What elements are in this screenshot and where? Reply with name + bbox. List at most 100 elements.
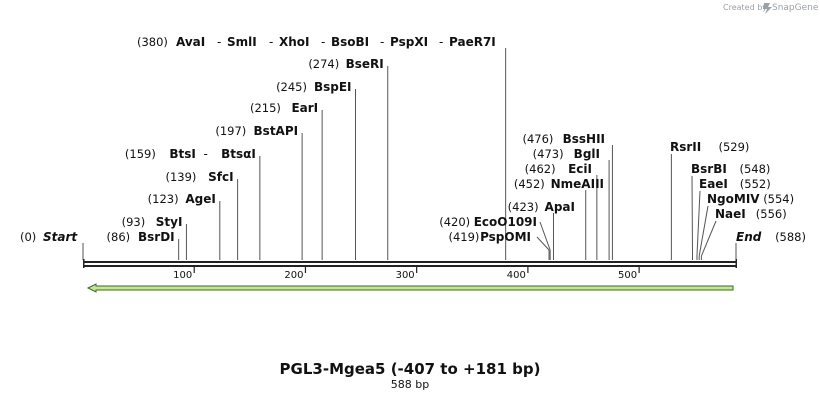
site-name: BglI	[574, 147, 600, 161]
site-position: (529)	[719, 140, 750, 154]
cut-site-group[interactable]: (380) AvaI - SmlI - XhoI - BsoBI - PspXI - PaeR7I	[137, 35, 496, 49]
site-position: (86)	[107, 230, 131, 244]
site-name: BseRI	[346, 57, 384, 71]
site-position: (215)	[250, 101, 281, 115]
backbone-top-strand	[83, 261, 737, 263]
backbone-start-cap	[83, 259, 85, 268]
cut-site[interactable]: AgeI (123)	[148, 192, 216, 206]
cut-site-leader	[698, 205, 709, 257]
cut-site[interactable]: BspEI (245)	[276, 80, 351, 94]
feature-arrow[interactable]	[86, 283, 734, 293]
site-separator: -	[217, 35, 221, 49]
site-position: (159)	[125, 147, 156, 161]
sequence-backbone	[83, 259, 737, 268]
cut-site[interactable]: EarI (215)	[250, 101, 318, 115]
site-position: (476)	[522, 132, 553, 146]
cut-site-leader	[691, 175, 694, 257]
site-name: PaeR7I	[449, 35, 496, 49]
site-position: (452)	[514, 177, 545, 191]
site-position: (274)	[308, 57, 339, 71]
site-position: (419)	[448, 230, 479, 244]
cut-site[interactable]: ApaI (423)	[508, 200, 575, 214]
cut-site[interactable]: NmeAIII (452)	[514, 177, 604, 191]
site-name: BspEI	[314, 80, 352, 94]
cut-site-leader	[700, 220, 717, 257]
cut-site[interactable]: StyI (93)	[122, 215, 183, 229]
site-position: (380)	[137, 35, 168, 49]
site-position: (93)	[122, 215, 146, 229]
end-label: End	[736, 230, 762, 244]
site-position: (473)	[533, 147, 564, 161]
cut-site[interactable]: RsrII (529)	[670, 140, 749, 154]
site-name: BsrBI	[691, 162, 727, 176]
snapgene-logo-icon	[763, 3, 772, 14]
cut-site[interactable]: BsrDI (86)	[107, 230, 175, 244]
site-name: RsrII	[670, 140, 701, 154]
cut-site-leader	[539, 221, 551, 251]
site-name: PspXI	[390, 35, 428, 49]
cut-site[interactable]: BglI (473)	[533, 147, 600, 161]
cut-site[interactable]: EcoO109I (420)	[439, 215, 537, 229]
credit-brand: SnapGene	[772, 3, 819, 13]
site-name: NmeAIII	[551, 177, 604, 191]
cut-site[interactable]: NgoMIV (554)	[707, 192, 794, 206]
site-position: (245)	[276, 80, 307, 94]
site-name: EciI	[568, 162, 592, 176]
backbone-bottom-strand	[83, 265, 737, 267]
site-name: SmlI	[227, 35, 257, 49]
end-position: (588)	[775, 230, 806, 244]
feature-arrow-shape[interactable]	[86, 283, 734, 293]
site-position: (554)	[763, 192, 794, 206]
site-name: BstAPI	[254, 124, 299, 138]
credit-text: Created by	[723, 3, 767, 12]
site-name: BsoBI	[331, 35, 369, 49]
site-name: EaeI	[699, 177, 728, 191]
ruler-tick-label: 300	[396, 270, 415, 281]
cut-site-lines	[82, 48, 737, 260]
site-name: XhoI	[279, 35, 310, 49]
start-position: (0)	[20, 230, 36, 244]
site-position: (197)	[215, 124, 246, 138]
site-name: BtsI	[169, 147, 196, 161]
cut-site[interactable]: BsrBI (548)	[691, 162, 770, 176]
site-position: (423)	[508, 200, 539, 214]
site-position: (139)	[165, 170, 196, 184]
cut-site[interactable]: BssHII (476)	[522, 132, 605, 146]
site-separator: -	[269, 35, 273, 49]
start-label: Start	[43, 230, 78, 244]
cut-site-leader	[696, 190, 701, 257]
cut-site[interactable]: BseRI (274)	[308, 57, 383, 71]
site-separator: -	[321, 35, 325, 49]
site-name: BsrDI	[138, 230, 175, 244]
site-name: NaeI	[715, 207, 746, 221]
site-separator: -	[204, 147, 208, 161]
site-position: (123)	[148, 192, 179, 206]
site-separator: -	[380, 35, 384, 49]
site-position: (552)	[740, 177, 771, 191]
cut-site-labels: (0) Start End (588) BsrDI (86) StyI (93) AgeI (12…	[20, 35, 806, 244]
cut-site[interactable]: BstAPI (197)	[215, 124, 298, 138]
site-name: BssHII	[563, 132, 605, 146]
site-position: (420)	[439, 215, 470, 229]
sequence-length: 588 bp	[391, 378, 429, 391]
site-name: BtsαI	[221, 147, 256, 161]
cut-site[interactable]: SfcI (139)	[165, 170, 233, 184]
site-position: (556)	[756, 207, 787, 221]
ruler-tick-label: 500	[618, 270, 637, 281]
cut-site[interactable]: BtsαI-BtsI (159)	[125, 147, 256, 161]
cut-site[interactable]: EciI (462)	[525, 162, 592, 176]
backbone-end-cap	[735, 259, 737, 268]
ruler-tick-label: 400	[507, 270, 526, 281]
cut-site[interactable]: PspOMI(419)	[448, 230, 531, 244]
ruler-tick-label: 100	[173, 270, 192, 281]
ruler-tick-label: 200	[284, 270, 303, 281]
site-name: EcoO109I	[474, 215, 537, 229]
cut-site-leader	[536, 236, 550, 251]
site-position: (462)	[525, 162, 556, 176]
sequence-title: PGL3-Mgea5 (-407 to +181 bp)	[280, 360, 541, 378]
site-name: AvaI	[176, 35, 205, 49]
site-separator: -	[439, 35, 443, 49]
cut-site[interactable]: EaeI (552)	[699, 177, 771, 191]
cut-site[interactable]: NaeI (556)	[715, 207, 787, 221]
